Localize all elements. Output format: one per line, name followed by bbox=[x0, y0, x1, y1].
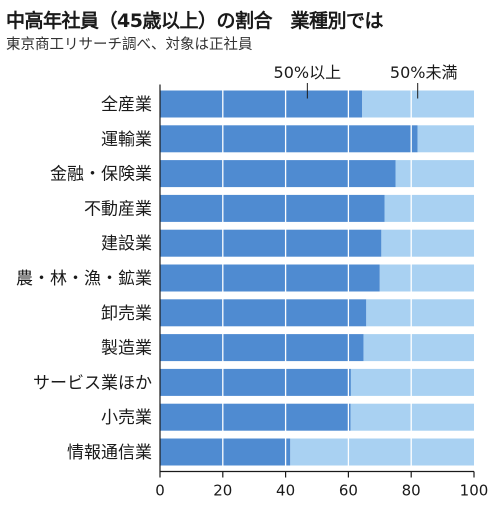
category-label: 小売業 bbox=[101, 408, 152, 428]
x-tick-label: 60 bbox=[339, 482, 358, 500]
chart-title: 中高年社員（45歳以上）の割合 業種別では bbox=[6, 10, 383, 32]
chart-subtitle: 東京商工リサーチ調べ、対象は正社員 bbox=[6, 37, 253, 53]
category-label: 不動産業 bbox=[84, 199, 152, 219]
category-label: 卸売業 bbox=[101, 304, 152, 324]
x-tick-label: 40 bbox=[276, 482, 295, 500]
bar-segment-below-50 bbox=[290, 438, 474, 466]
category-label: 全産業 bbox=[101, 95, 152, 115]
bar-segment-below-50 bbox=[384, 194, 474, 222]
x-tick-label: 80 bbox=[402, 482, 421, 500]
bar-segment-above-50 bbox=[160, 90, 363, 118]
bar-segment-below-50 bbox=[350, 403, 474, 431]
bar-segment-below-50 bbox=[350, 368, 474, 396]
category-label: サービス業ほか bbox=[33, 373, 152, 393]
bar-segment-above-50 bbox=[160, 229, 382, 257]
bar-segment-above-50 bbox=[160, 299, 367, 327]
category-label: 農・林・漁・鉱業 bbox=[16, 269, 152, 289]
bar-segment-below-50 bbox=[417, 125, 474, 153]
bar-segment-above-50 bbox=[160, 438, 291, 466]
legend-label-below-50: 50%未満 bbox=[390, 63, 458, 82]
x-tick-label: 0 bbox=[155, 482, 165, 500]
x-tick-label: 100 bbox=[460, 482, 489, 500]
legend-label-above-50: 50%以上 bbox=[274, 63, 342, 82]
category-label: 情報通信業 bbox=[67, 443, 152, 463]
bar-segment-below-50 bbox=[395, 160, 474, 188]
bar-segment-above-50 bbox=[160, 368, 351, 396]
bar-segment-below-50 bbox=[379, 264, 474, 292]
bar-segment-above-50 bbox=[160, 334, 364, 362]
bar-segment-below-50 bbox=[381, 229, 474, 257]
x-tick-label: 20 bbox=[213, 482, 232, 500]
category-label: 金融・保険業 bbox=[50, 165, 152, 185]
bar-segment-above-50 bbox=[160, 403, 351, 431]
category-label: 運輸業 bbox=[101, 130, 152, 150]
bar-segment-below-50 bbox=[366, 299, 474, 327]
bar-segment-above-50 bbox=[160, 160, 396, 188]
bar-segment-above-50 bbox=[160, 194, 385, 222]
bar-segment-below-50 bbox=[363, 334, 474, 362]
category-label: 製造業 bbox=[101, 339, 152, 359]
bar-segment-above-50 bbox=[160, 264, 380, 292]
bar-segment-above-50 bbox=[160, 125, 418, 153]
category-label: 建設業 bbox=[101, 234, 152, 254]
